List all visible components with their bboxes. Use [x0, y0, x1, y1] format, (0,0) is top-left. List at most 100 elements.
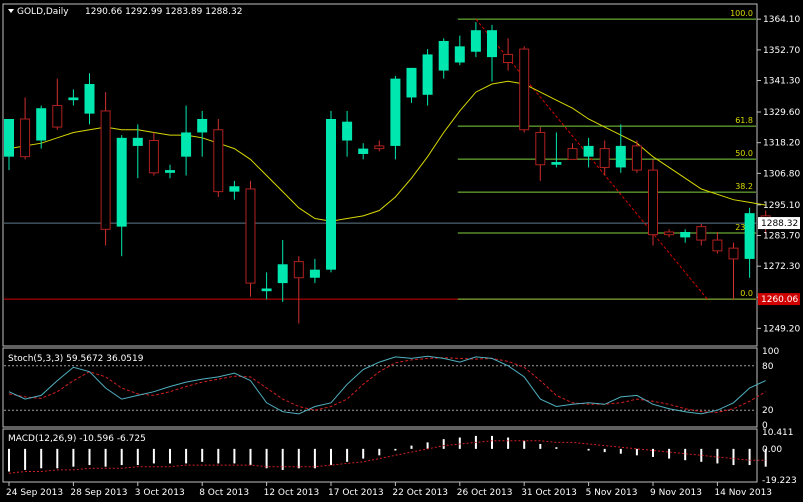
macd-signal-line [8, 440, 766, 474]
axis-layer: 1364.10 1352.70 1341.30 1329.60 1318.20 1306.… [6, 15, 800, 498]
candle-body-bull [309, 269, 320, 278]
macd-panel-frame [2, 428, 758, 483]
price-tick-label: 1272.30 [763, 262, 800, 272]
candle-body-bear [712, 239, 723, 252]
fib-level-label: 38.2 [735, 182, 753, 191]
stoch-axis-label: 80 [762, 362, 774, 372]
price-tick-label: 1364.10 [763, 15, 800, 25]
candle-body-bear [213, 129, 224, 193]
date-tick-label: 24 Sep 2013 [6, 488, 63, 498]
candle-body-bull [390, 78, 401, 146]
current-price-label: 1288.32 [761, 219, 798, 229]
candle-body-bear [519, 48, 530, 131]
symbol-title[interactable]: GOLD,Daily [17, 7, 69, 17]
price-tick-label: 1329.60 [763, 108, 800, 118]
price-tick-label: 1249.20 [763, 324, 800, 334]
date-tick-label: 26 Oct 2013 [457, 488, 513, 498]
price-panel-frame [2, 3, 758, 347]
candle-body-bull [422, 54, 433, 95]
support-price-tag [758, 293, 800, 306]
stoch-axis-label: 0 [762, 421, 768, 431]
candle-body-bull [277, 264, 288, 284]
candle-body-bear [374, 145, 385, 150]
price-tick-label: 1283.70 [763, 231, 800, 241]
date-tick-label: 31 Oct 2013 [521, 488, 577, 498]
candle-body-bull [438, 40, 449, 71]
candle-body-bull [680, 232, 691, 238]
candle-body-bull [342, 121, 353, 141]
price-tick-label: 1352.70 [763, 46, 800, 56]
ohlc-readout: 1290.66 1292.99 1283.89 1288.32 [85, 7, 242, 17]
fib-level-label: 100.0 [730, 9, 753, 18]
candle-body-bear [245, 188, 256, 284]
price-tick-label: 1295.10 [763, 201, 800, 211]
stoch-panel-frame [2, 347, 758, 428]
candle-body-bear [599, 148, 610, 168]
candle-body-bull [358, 148, 369, 154]
candle-body-bear [503, 53, 514, 63]
current-price-tag [758, 217, 800, 230]
candle-body-bear [148, 140, 159, 174]
macd-axis-label: 10.411 [762, 428, 794, 438]
price-panel: 100.0 61.8 50.0 38.2 23.6 0.0 [4, 9, 771, 324]
stoch-label: Stoch(5,3,3) 59.5672 36.0519 [8, 354, 144, 364]
date-tick-label: 3 Oct 2013 [135, 488, 185, 498]
date-tick-label: 12 Oct 2013 [264, 488, 320, 498]
candle-body-bull [84, 84, 95, 114]
candle-body-bull [132, 137, 143, 146]
fib-trend-line [475, 18, 708, 300]
stoch-axis-label: 100 [762, 347, 779, 357]
candle-body-bull [615, 145, 626, 168]
fib-level-label: 50.0 [735, 149, 753, 158]
candle-body-bull [583, 145, 594, 157]
date-tick-label: 14 Nov 2013 [714, 488, 772, 498]
candle-body-bull [68, 97, 79, 101]
candle-body-bull [487, 30, 497, 58]
price-tick-label: 1318.20 [763, 139, 800, 149]
candle-body-bear [631, 145, 642, 171]
macd-label: MACD(12,26,9) -10.596 -6.725 [8, 434, 146, 444]
candle-body-bear [52, 105, 63, 128]
stoch-axis-label: 20 [762, 406, 774, 416]
candle-body-bear [696, 226, 707, 241]
date-tick-label: 5 Nov 2013 [586, 488, 638, 498]
candle-body-bull [470, 30, 481, 52]
candle-body-bear [648, 169, 658, 236]
candle-body-bull [116, 137, 127, 227]
candle-body-bull [406, 67, 417, 98]
macd-panel [8, 435, 767, 474]
candle-body-bull [197, 119, 208, 133]
fib-level-label: 0.0 [740, 289, 753, 298]
candle-body-bull [36, 108, 47, 141]
candle-body-bull [165, 170, 175, 173]
date-tick-label: 9 Nov 2013 [650, 488, 702, 498]
candle-body-bull [4, 119, 14, 157]
stoch-panel [4, 355, 766, 415]
date-tick-label: 17 Oct 2013 [328, 488, 384, 498]
price-tick-label: 1306.80 [763, 169, 800, 179]
candle-body-bull [261, 288, 272, 292]
candle-body-bull [744, 213, 755, 259]
date-tick-label: 28 Sep 2013 [70, 488, 127, 498]
candle-body-bear [664, 231, 675, 236]
candle-body-bull [181, 132, 192, 157]
support-price-label: 1260.06 [761, 295, 798, 305]
candle-body-bull [551, 162, 562, 165]
symbol-dropdown-icon[interactable] [8, 9, 14, 13]
stoch-main-line [8, 355, 766, 415]
candle-body-bull [229, 186, 240, 192]
candle-body-bull [326, 119, 336, 270]
candle-body-bull [454, 46, 465, 63]
candle-body-bear [20, 118, 31, 158]
fib-level-label: 61.8 [735, 116, 753, 125]
candle-body-bear [100, 110, 111, 230]
fib-level-label: 23.6 [735, 223, 753, 232]
macd-axis-label: -19.223 [762, 476, 797, 486]
price-tick-label: 1341.30 [763, 77, 800, 87]
date-tick-label: 22 Oct 2013 [392, 488, 448, 498]
candle-body-bear [293, 261, 304, 279]
stoch-signal-line [8, 357, 766, 413]
candle-body-bear [728, 247, 739, 260]
